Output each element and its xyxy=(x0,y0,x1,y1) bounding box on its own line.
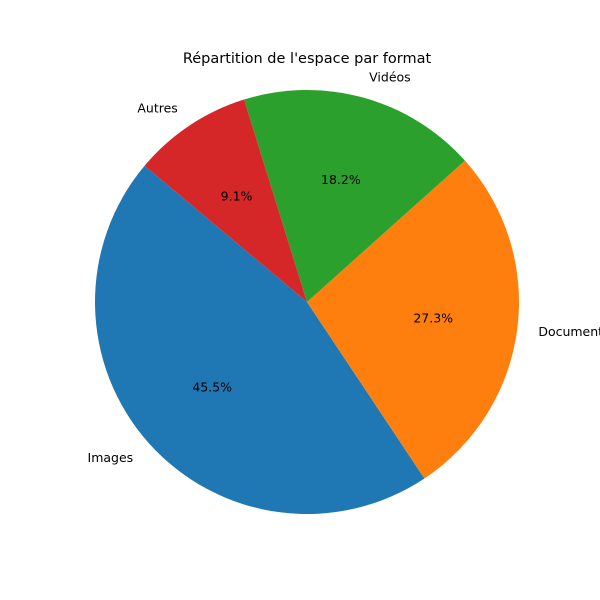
pie-slice-2 xyxy=(244,90,465,302)
slice-label-3: Autres xyxy=(137,100,177,115)
slice-label-1: Documents xyxy=(538,324,600,339)
slice-percent-0: 45.5% xyxy=(192,379,232,394)
pie-labels: Images 45.5% Documents 27.3% Vidéos 18.2% Autr… xyxy=(88,70,600,465)
pie-slices xyxy=(94,90,519,514)
pie-slice-1 xyxy=(307,160,519,479)
pie-slice-3 xyxy=(144,99,307,302)
slice-percent-1: 27.3% xyxy=(413,311,453,326)
chart-title: Répartition de l'espace par format xyxy=(183,51,432,67)
pie-slice-0 xyxy=(94,165,425,514)
slice-label-2: Vidéos xyxy=(369,70,411,85)
slice-percent-2: 18.2% xyxy=(321,172,361,187)
slice-percent-3: 9.1% xyxy=(221,189,253,204)
slice-label-0: Images xyxy=(88,450,134,465)
